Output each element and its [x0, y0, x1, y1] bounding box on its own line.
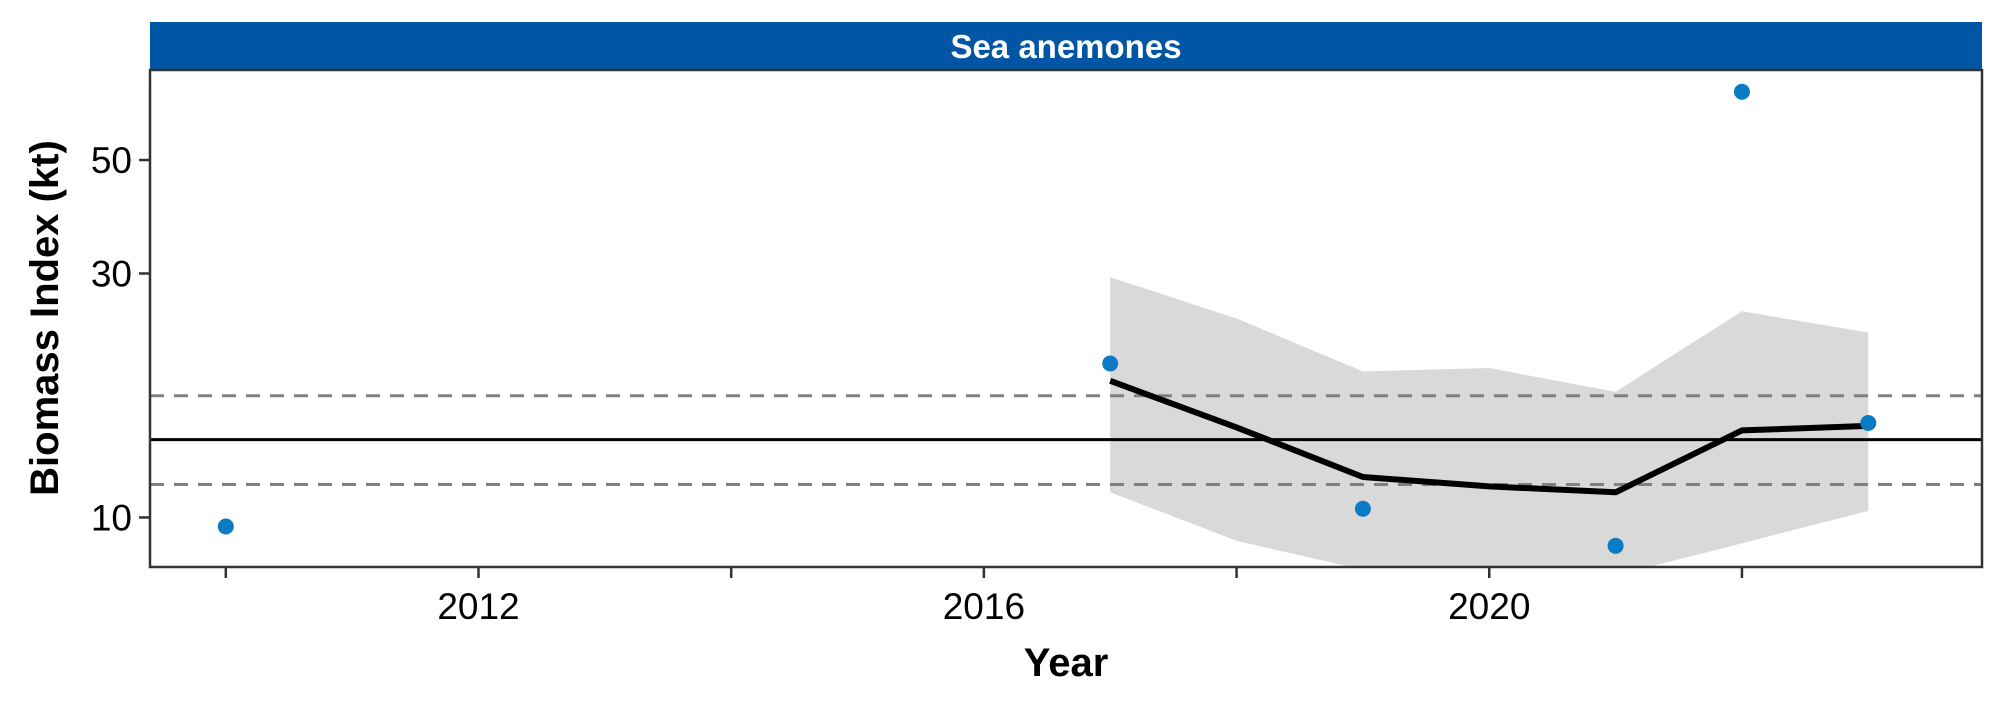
plot-border — [148, 68, 1984, 569]
x-tick-label-2020: 2020 — [1448, 586, 1530, 627]
observed-point-4 — [1607, 537, 1624, 554]
y-tick-label-30: 30 — [91, 253, 132, 294]
observed-point-6 — [1860, 415, 1877, 432]
facet-strip — [150, 22, 1982, 70]
x-tick-label-2012: 2012 — [437, 586, 519, 627]
y-axis-title: Biomass Index (kt) — [23, 140, 67, 496]
fitted-trend-line — [1109, 377, 1869, 496]
axes: 2012 2016 2020 10 30 50 — [91, 140, 1744, 627]
plot-area — [150, 83, 1982, 567]
observed-point-1 — [217, 518, 234, 535]
confidence-band — [1110, 277, 1869, 567]
y-tick-label-50: 50 — [91, 140, 132, 181]
x-tick-label-2016: 2016 — [943, 586, 1025, 627]
y-tick-label-10: 10 — [91, 497, 132, 538]
facet-strip-title: Sea anemones — [950, 28, 1181, 65]
plot-layer — [150, 83, 1982, 567]
observed-point-5 — [1733, 83, 1750, 100]
observed-point-3 — [1354, 500, 1371, 517]
x-axis-title: Year — [1024, 641, 1109, 685]
observed-point-2 — [1102, 355, 1119, 372]
